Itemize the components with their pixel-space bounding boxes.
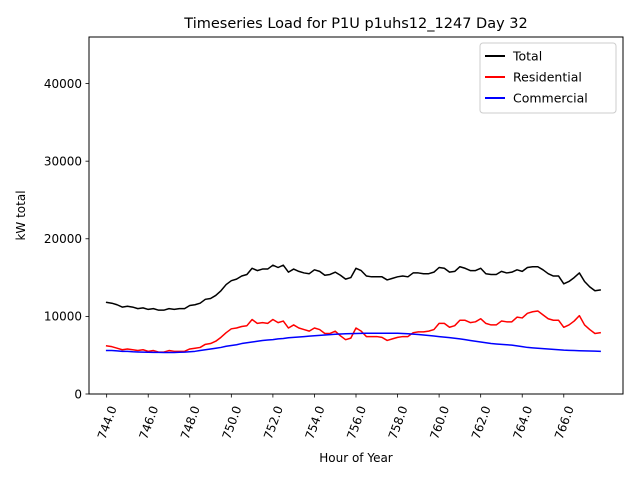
y-tick-label: 40000 xyxy=(44,77,82,91)
series-line-commercial xyxy=(105,332,601,354)
legend: Total Residential Commercial xyxy=(479,42,617,114)
series-line-total xyxy=(105,264,601,311)
y-tick-label: 10000 xyxy=(44,310,82,324)
chart-title: Timeseries Load for P1U p1uhs12_1247 Day… xyxy=(183,16,527,32)
y-tick-label: 30000 xyxy=(44,154,82,168)
series-layer xyxy=(105,264,601,354)
legend-label-total: Total xyxy=(512,49,542,64)
y-axis: 0 10000 20000 30000 40000 xyxy=(44,77,89,401)
y-axis-title: kW total xyxy=(14,190,28,240)
y-tick-label: 20000 xyxy=(44,232,82,246)
legend-box xyxy=(479,42,617,114)
legend-label-residential: Residential xyxy=(513,70,582,85)
x-axis-title: Hour of Year xyxy=(319,451,393,465)
legend-label-commercial: Commercial xyxy=(513,91,588,106)
y-tick-label: 0 xyxy=(74,387,82,401)
